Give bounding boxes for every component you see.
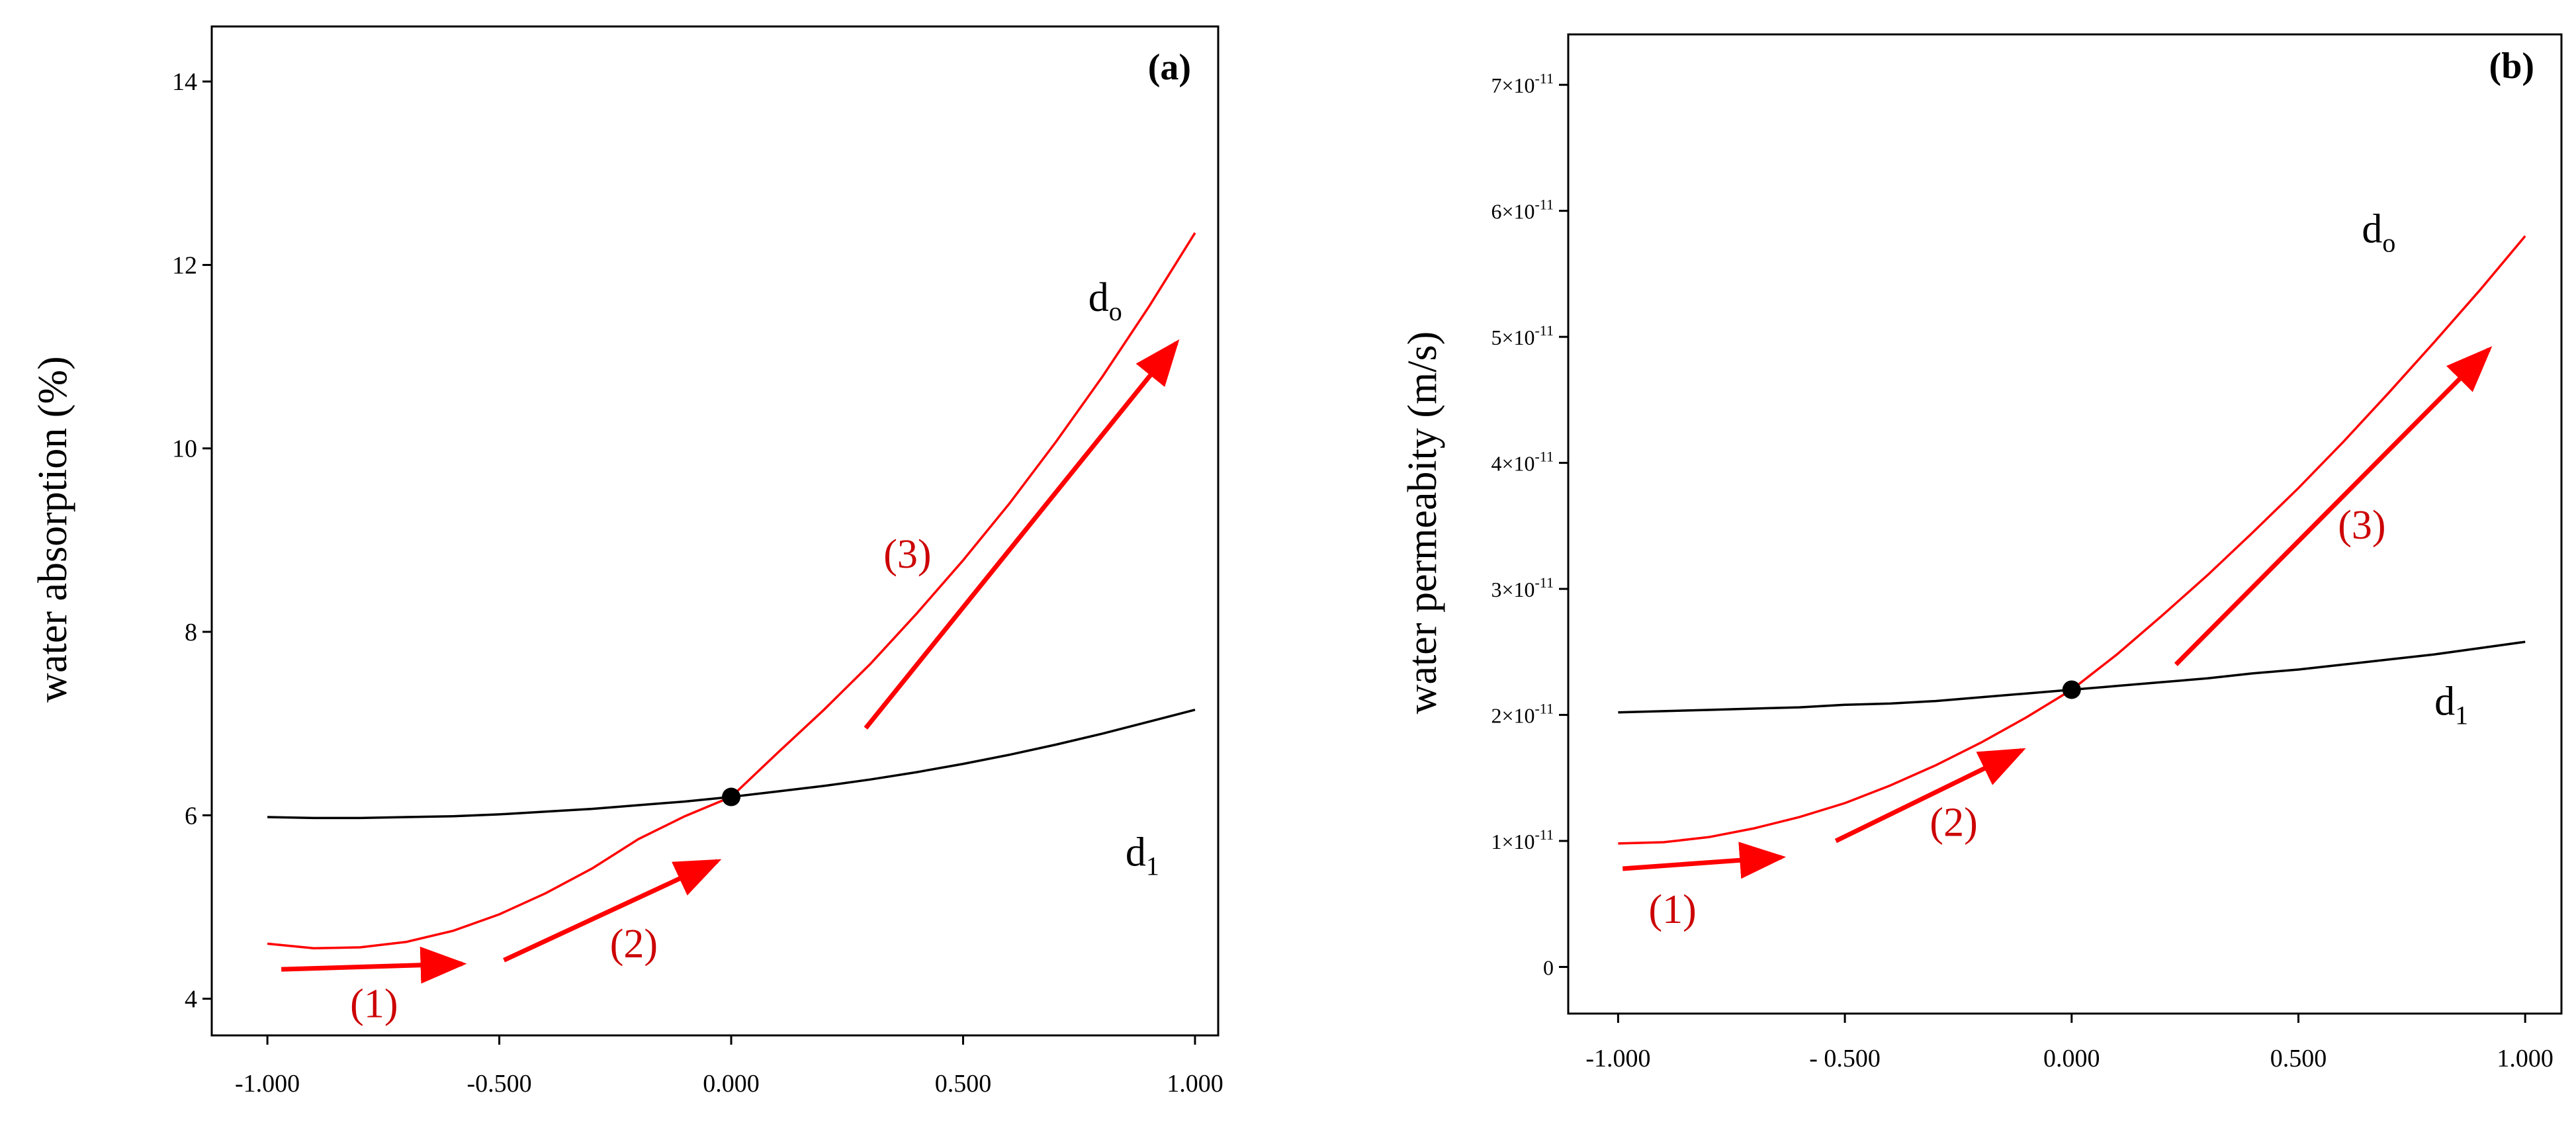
x-tick-label: 0.500: [935, 1070, 992, 1098]
series-line-d1: [1618, 640, 2526, 714]
series-label-d1: d1: [2434, 679, 2468, 730]
chart-panel-b: water permeabity (m/s) (b) -1.000 - 0.500…: [1400, 33, 2563, 1072]
x-tick-label: -1.000: [235, 1070, 300, 1098]
center-point: [722, 787, 741, 806]
annotations-a: (1) (2) (3): [281, 339, 1180, 1026]
y-tick-label: 10: [172, 435, 197, 463]
y-tick-label: 7×10-11: [1491, 70, 1554, 97]
x-tick-label: -1.000: [1585, 1045, 1650, 1072]
y-tick-label: 4×10-11: [1491, 449, 1554, 476]
y-axis-label-a: water absorption (%): [30, 356, 75, 702]
y-axis-b: 0 1×10-11 2×10-11 3×10-11 4×10-11 5×10-11 6×10…: [1491, 70, 1568, 980]
plot-frame-a: [210, 25, 1220, 1037]
step-label: (1): [350, 981, 398, 1026]
step-arrow: [2174, 346, 2493, 666]
x-tick-label: -0.500: [466, 1070, 531, 1098]
step-arrow: [864, 339, 1180, 730]
x-tick-label: 1.000: [2497, 1045, 2554, 1072]
x-tick-label: 1.000: [1167, 1070, 1223, 1098]
x-tick-label: 0.000: [703, 1070, 760, 1098]
x-axis-a: -1.000 -0.500 0.000 0.500 1.000: [235, 1035, 1223, 1098]
step-arrow: [281, 946, 467, 984]
panel-label-b: (b): [2489, 46, 2534, 87]
step-arrow: [1834, 748, 2026, 844]
plot-frame-b: [1567, 33, 2563, 1015]
y-tick-label: 14: [172, 68, 197, 96]
step-label: (2): [1930, 800, 1977, 845]
y-tick-label: 3×10-11: [1491, 574, 1554, 601]
step-arrow: [1622, 842, 1787, 879]
y-tick-label: 8: [185, 619, 197, 646]
x-axis-b: -1.000 - 0.500 0.000 0.500 1.000: [1585, 1014, 2554, 1072]
y-tick-label: 6: [185, 802, 197, 830]
series-group-b: do d1: [1618, 206, 2526, 845]
center-point: [2062, 680, 2081, 699]
step-label: (3): [883, 532, 931, 577]
annotations-b: (1) (2) (3): [1622, 346, 2493, 932]
step-label: (2): [610, 922, 658, 967]
y-tick-label: 6×10-11: [1491, 196, 1554, 224]
step-arrow: [503, 859, 722, 963]
y-tick-label: 4: [185, 986, 197, 1014]
chart-panel-a: water absorption (%) (a) -1.000 -0.500 0.0…: [30, 25, 1223, 1098]
y-tick-label: 5×10-11: [1491, 322, 1554, 349]
series-label-d1: d1: [1126, 830, 1159, 881]
x-tick-label: 0.500: [2270, 1045, 2327, 1072]
series-line-do: [1618, 235, 2526, 845]
series-group-a: do d1: [267, 232, 1196, 950]
series-label-do: do: [2362, 206, 2395, 257]
series-label-do: do: [1088, 275, 1122, 326]
y-tick-label: 0: [1543, 956, 1554, 980]
y-axis-a: 4 6 8 10 12 14: [172, 68, 212, 1014]
x-tick-label: 0.000: [2043, 1045, 2100, 1072]
y-tick-label: 1×10-11: [1491, 826, 1554, 853]
y-tick-label: 12: [172, 251, 197, 279]
y-tick-label: 2×10-11: [1491, 701, 1554, 728]
x-tick-label: - 0.500: [1809, 1045, 1881, 1072]
step-label: (3): [2338, 503, 2385, 548]
y-axis-label-b: water permeabity (m/s): [1400, 331, 1445, 714]
step-label: (1): [1648, 887, 1696, 932]
panel-label-a: (a): [1148, 47, 1191, 88]
series-line-do: [267, 232, 1196, 950]
